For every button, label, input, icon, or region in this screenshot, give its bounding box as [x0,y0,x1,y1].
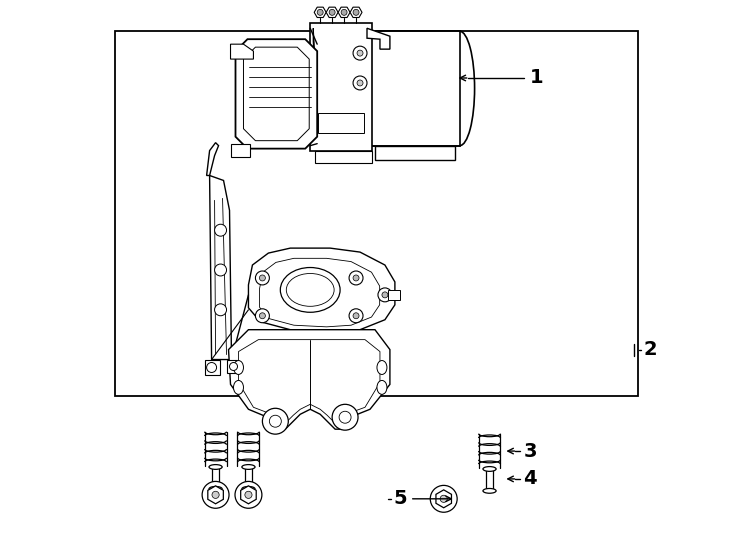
Polygon shape [239,340,380,423]
Ellipse shape [209,487,222,491]
Circle shape [269,415,281,427]
Polygon shape [244,47,309,140]
Polygon shape [206,143,219,176]
Polygon shape [241,486,256,504]
Bar [370,31,459,146]
Circle shape [202,481,229,508]
Circle shape [357,80,363,86]
Circle shape [259,313,266,319]
Circle shape [353,76,367,90]
Bar [315,151,372,163]
Polygon shape [314,7,326,17]
Polygon shape [230,44,253,59]
Circle shape [259,275,266,281]
Circle shape [262,408,288,434]
Circle shape [353,46,367,60]
Ellipse shape [377,361,387,374]
Bar [486,469,493,491]
Text: 5: 5 [394,489,407,508]
Circle shape [317,9,323,15]
Bar [310,23,372,151]
Circle shape [349,271,363,285]
Bar [375,146,454,160]
Polygon shape [228,330,390,429]
Circle shape [339,411,351,423]
Circle shape [440,495,447,502]
Circle shape [353,313,359,319]
Circle shape [378,288,392,302]
Polygon shape [210,176,231,360]
Bar [205,360,219,375]
Circle shape [353,9,359,15]
Polygon shape [326,7,338,17]
Ellipse shape [483,467,496,471]
Bar [245,467,252,489]
Polygon shape [230,144,250,157]
Ellipse shape [483,489,496,493]
Polygon shape [236,39,317,148]
Circle shape [349,309,363,323]
Polygon shape [338,7,350,17]
Bar [318,113,364,133]
Circle shape [255,271,269,285]
Ellipse shape [242,464,255,469]
Ellipse shape [280,267,340,312]
Ellipse shape [242,487,255,491]
Circle shape [332,404,358,430]
Circle shape [430,485,457,512]
Ellipse shape [286,273,334,306]
Circle shape [235,481,262,508]
Circle shape [214,304,227,316]
Circle shape [212,491,219,498]
Text: 3: 3 [523,442,537,461]
Bar [115,31,638,396]
Text: 1: 1 [529,69,543,87]
Polygon shape [436,490,451,508]
Circle shape [230,362,238,370]
Polygon shape [208,486,223,504]
Text: 4: 4 [523,469,537,488]
Text: 2: 2 [644,340,658,359]
Polygon shape [367,28,390,49]
Circle shape [255,309,269,323]
Ellipse shape [377,380,387,394]
Circle shape [214,264,227,276]
Bar [388,290,400,300]
Circle shape [341,9,347,15]
Circle shape [329,9,335,15]
Polygon shape [260,258,379,327]
Circle shape [206,362,217,373]
Circle shape [245,491,252,498]
Ellipse shape [209,464,222,469]
Bar [212,467,219,489]
Bar [227,360,241,374]
Polygon shape [248,248,395,332]
Circle shape [353,275,359,281]
Polygon shape [313,28,314,57]
Circle shape [357,50,363,56]
Polygon shape [350,7,362,17]
Ellipse shape [233,380,244,394]
Circle shape [382,292,388,298]
Circle shape [214,224,227,236]
Ellipse shape [233,361,244,374]
